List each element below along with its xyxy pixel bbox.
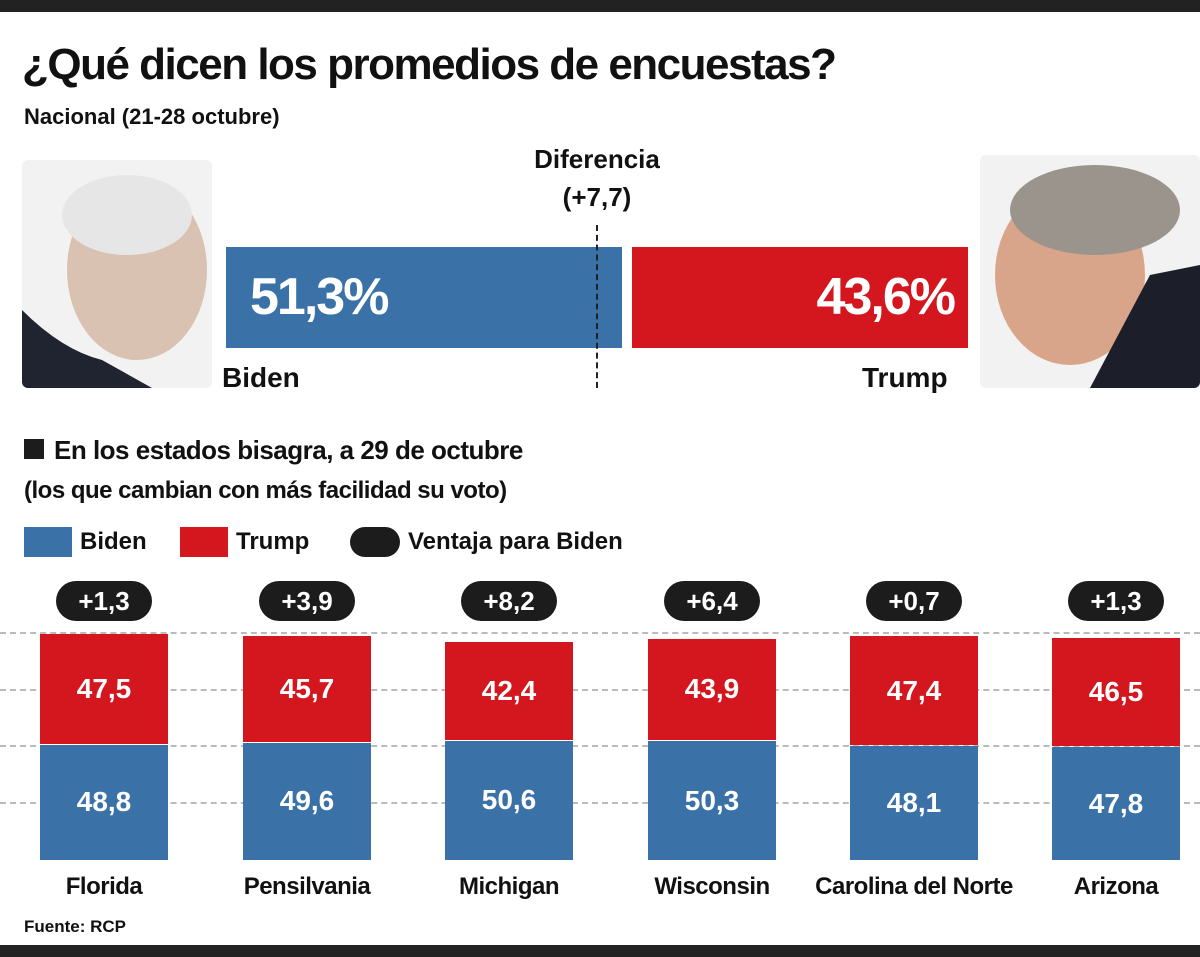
category-label-3: Wisconsin [654,873,770,900]
chart-title: ¿Qué dicen los promedios de encuestas? [22,40,837,89]
midpoint-line [596,225,598,388]
category-label-2: Michigan [458,873,560,900]
bar-biden-3: 50,3 [648,741,776,860]
advantage-badge-4: +0,7 [866,581,962,621]
legend-label: Ventaja para Biden [408,528,623,555]
advantage-badge-2: +8,2 [461,581,557,621]
legend-swatch [24,527,72,557]
category-label-0: Florida [65,873,143,900]
gridline [0,689,1200,691]
section-subtitle: (los que cambian con más facilidad su vo… [24,477,507,504]
legend-biden: Biden [24,526,147,558]
bar-trump-5: 46,5 [1052,638,1180,747]
biden-photo [22,160,212,388]
gridline [0,632,1200,634]
bar-biden-1: 49,6 [243,742,371,860]
section-title-text: En los estados bisagra, a 29 de octubre [54,435,523,465]
national-trump-bar: 43,6% [631,247,968,348]
square-bullet-icon [24,439,44,459]
national-trump-label: Trump [862,362,948,393]
category-label-4: Carolina del Norte [815,873,1013,900]
national-trump-value: 43,6% [816,268,956,326]
bar-trump-2: 42,4 [445,641,573,740]
bar-trump-1: 45,7 [243,636,371,742]
bar-trump-4: 47,4 [850,635,978,746]
legend-swatch [180,527,228,557]
national-biden-value: 51,3% [250,268,389,326]
source-note: Fuente: RCP [24,917,126,936]
national-biden-label: Biden [222,362,300,393]
bar-biden-5: 47,8 [1052,747,1180,860]
legend-label: Trump [236,528,310,555]
advantage-badge-3: +6,4 [664,581,760,621]
bar-biden-4: 48,1 [850,746,978,860]
bottom-rule [0,945,1200,957]
advantage-badge-5: +1,3 [1068,581,1164,621]
difference-label: Diferencia [534,144,660,174]
category-label-1: Pensilvania [243,873,371,900]
section-title: En los estados bisagra, a 29 de octubre [24,435,523,466]
legend-advantage: Ventaja para Biden [350,526,623,558]
advantage-badge-1: +3,9 [259,581,355,621]
top-rule [0,0,1200,12]
legend-swatch [350,527,400,557]
gridline [0,745,1200,747]
difference-annotation: Diferencia (+7,7) [500,140,694,216]
category-label-5: Arizona [1073,873,1159,900]
national-biden-bar: 51,3% [226,247,622,348]
chart-subtitle: Nacional (21-28 octubre) [24,104,280,129]
legend-label: Biden [80,528,147,555]
trump-photo [980,155,1200,388]
bar-biden-2: 50,6 [445,740,573,860]
gridline [0,802,1200,804]
bar-trump-0: 47,5 [40,633,168,744]
bar-trump-3: 43,9 [648,638,776,741]
advantage-badge-0: +1,3 [56,581,152,621]
legend-trump: Trump [180,526,309,558]
difference-value: (+7,7) [562,182,632,212]
bar-biden-0: 48,8 [40,744,168,860]
